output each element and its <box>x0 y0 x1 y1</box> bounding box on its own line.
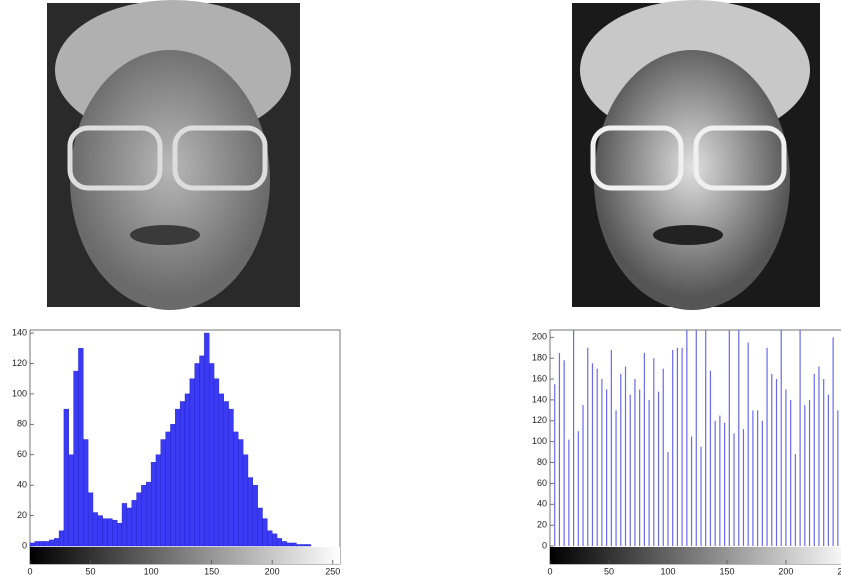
equalized-face-image <box>572 0 820 310</box>
x-tick-label: 50 <box>604 566 614 575</box>
histogram-bar <box>199 355 205 547</box>
histogram-bar <box>116 522 123 547</box>
histogram-bar <box>267 530 273 547</box>
y-tick-label: 120 <box>12 358 27 368</box>
histogram-bar <box>112 519 118 547</box>
y-tick-label: 200 <box>532 332 547 342</box>
y-tick-label: 100 <box>532 436 547 446</box>
histogram-bar <box>257 507 263 547</box>
gray-colorbar <box>550 547 841 564</box>
histogram-bar <box>252 484 258 547</box>
y-tick-label: 0 <box>22 540 27 550</box>
y-tick-label: 80 <box>537 457 547 467</box>
histogram-bar <box>271 533 278 547</box>
x-tick-label: 100 <box>660 566 675 575</box>
histogram-bar <box>204 332 210 547</box>
histogram-bar <box>213 378 220 547</box>
histogram-bar <box>247 477 254 547</box>
histogram-bar <box>83 439 89 547</box>
histogram-bar <box>165 431 171 547</box>
histogram-bar <box>58 530 65 547</box>
x-tick-label: 100 <box>144 566 159 575</box>
histogram-bar <box>141 484 147 547</box>
histogram-bar <box>150 462 157 547</box>
y-tick-label: 160 <box>532 373 547 383</box>
histogram-bar <box>34 541 40 547</box>
histogram-bar <box>121 503 128 547</box>
y-tick-label: 140 <box>12 327 27 337</box>
histogram-bar <box>68 454 74 547</box>
histogram-bar <box>155 454 161 547</box>
histogram-bar <box>233 431 239 547</box>
histogram-bar <box>291 542 297 547</box>
histogram-bar <box>131 500 137 547</box>
x-tick-label: 150 <box>719 566 734 575</box>
y-tick-label: 80 <box>17 419 27 429</box>
histogram-bar <box>136 492 142 547</box>
histogram-bar <box>175 408 181 547</box>
x-tick-label: 200 <box>265 566 280 575</box>
histogram-bar <box>29 542 36 547</box>
histogram-bar <box>286 542 292 547</box>
histogram-bar <box>160 439 166 547</box>
x-tick-label: 250 <box>325 566 340 575</box>
histogram-bar <box>238 439 244 547</box>
histogram-bar <box>146 481 152 547</box>
histogram-bar <box>102 518 108 547</box>
histogram-bar <box>281 541 287 547</box>
histogram-bar <box>49 539 55 547</box>
histogram-bar <box>170 424 176 547</box>
histogram-bar <box>78 348 84 547</box>
histogram-bar <box>63 408 69 547</box>
histogram-bar <box>301 544 307 547</box>
histogram-bar <box>242 454 249 547</box>
x-tick-label: 50 <box>86 566 96 575</box>
histogram-bar <box>92 512 99 547</box>
y-tick-label: 20 <box>537 520 547 530</box>
histogram-bar <box>228 408 234 547</box>
histogram-bar <box>87 492 94 547</box>
y-tick-label: 20 <box>17 510 27 520</box>
plot-frame <box>549 329 841 565</box>
x-tick-label: 0 <box>547 566 552 575</box>
histogram-bar <box>126 507 132 547</box>
histogram-bar <box>184 393 191 547</box>
histogram-bar <box>276 538 283 547</box>
original-face-image <box>47 0 300 310</box>
histogram-bar <box>179 401 186 547</box>
y-tick-label: 40 <box>537 499 547 509</box>
histogram-bar <box>189 378 195 547</box>
y-tick-label: 140 <box>532 394 547 404</box>
histogram-bar <box>39 541 45 547</box>
x-tick-label: 150 <box>204 566 219 575</box>
y-tick-label: 180 <box>532 353 547 363</box>
histogram-bar <box>194 363 200 547</box>
y-tick-label: 0 <box>542 540 547 550</box>
x-tick-label: 200 <box>778 566 793 575</box>
histogram-bar <box>44 541 50 547</box>
y-tick-label: 40 <box>17 480 27 490</box>
y-tick-label: 60 <box>17 449 27 459</box>
y-tick-label: 120 <box>532 415 547 425</box>
x-tick-label: 0 <box>27 566 32 575</box>
histogram-bar <box>73 370 79 547</box>
y-tick-label: 100 <box>12 388 27 398</box>
x-tick-label: 250 <box>837 566 841 575</box>
y-tick-label: 60 <box>537 478 547 488</box>
histogram-bar <box>218 393 224 547</box>
histogram-bar <box>223 401 229 547</box>
histogram-bar <box>262 518 268 547</box>
histogram-bar <box>54 538 60 547</box>
histogram-bar <box>107 518 113 547</box>
gray-colorbar <box>30 547 340 564</box>
histogram-bar <box>97 515 103 547</box>
histogram-bar <box>209 363 215 547</box>
histogram-bar <box>305 544 312 547</box>
histogram-bar <box>296 544 302 547</box>
